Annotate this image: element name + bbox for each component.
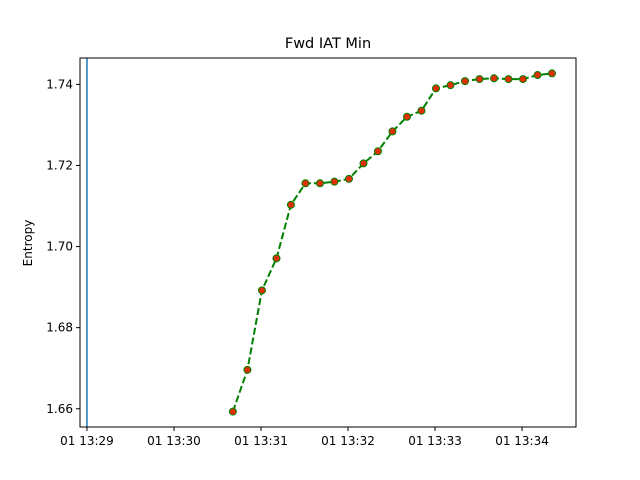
data-point — [431, 84, 440, 93]
x-tick-label: 01 13:32 — [321, 434, 375, 448]
y-tick-label: 1.74 — [46, 77, 73, 91]
plot-area — [86, 58, 556, 427]
data-point — [519, 75, 528, 84]
data-point — [403, 112, 412, 121]
data-point — [257, 286, 266, 295]
data-point — [301, 179, 310, 188]
y-axis-label: Entropy — [21, 220, 35, 267]
data-point — [228, 407, 237, 416]
data-point — [272, 254, 281, 263]
x-tick-label: 01 13:31 — [234, 434, 288, 448]
data-point — [417, 106, 426, 115]
x-tick-label: 01 13:30 — [147, 434, 201, 448]
data-point — [388, 127, 397, 136]
data-point — [547, 69, 556, 78]
axes-frame — [79, 57, 577, 428]
chart-title: Fwd IAT Min — [285, 36, 371, 52]
y-tick-label: 1.66 — [46, 402, 73, 416]
data-point — [243, 365, 252, 374]
data-point — [330, 177, 339, 186]
data-point — [373, 147, 382, 156]
x-tick-label: 01 13:34 — [495, 434, 549, 448]
data-point — [533, 71, 542, 80]
y-tick-label: 1.68 — [46, 321, 73, 335]
data-point — [490, 74, 499, 83]
x-tick-label: 01 13:29 — [60, 434, 114, 448]
data-point — [359, 159, 368, 168]
data-point — [504, 75, 513, 84]
y-axis: 1.66 1.68 1.70 1.72 1.74 — [46, 77, 80, 416]
data-point — [475, 75, 484, 84]
data-point — [446, 81, 455, 90]
data-point — [344, 174, 353, 183]
data-point — [315, 179, 324, 188]
y-tick-label: 1.70 — [46, 240, 73, 254]
x-tick-label: 01 13:33 — [408, 434, 462, 448]
x-axis: 01 13:29 01 13:30 01 13:31 01 13:32 01 13:33… — [60, 427, 549, 448]
data-point — [460, 77, 469, 86]
y-tick-label: 1.72 — [46, 158, 73, 172]
data-point — [286, 200, 295, 209]
